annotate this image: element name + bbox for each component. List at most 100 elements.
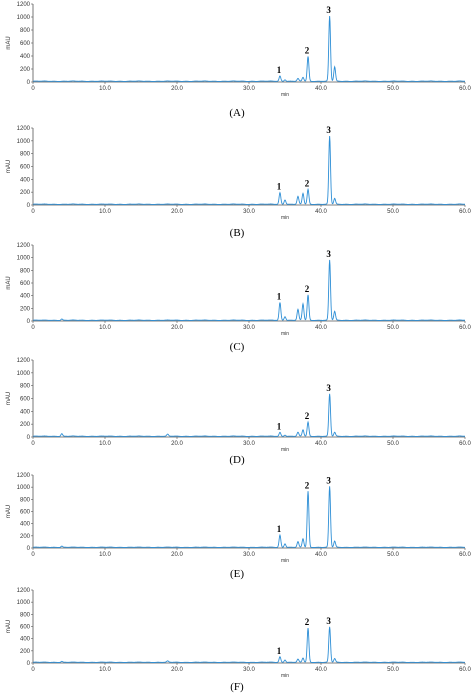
chromatogram-trace (32, 16, 465, 82)
y-tick-label: 0 (27, 203, 31, 209)
x-tick-label: 10.0 (99, 552, 111, 558)
x-tick-label: 30.0 (243, 667, 255, 673)
x-tick-label: 60.0 (459, 441, 471, 447)
chromatogram-panel: 0 200 400 600 800 1000 1200 mAU 0 10.0 20.0 30.0 40.… (6, 125, 471, 239)
y-tick-label: 1200 (17, 358, 31, 364)
x-tick-label: 30.0 (243, 441, 255, 447)
peak-label: 3 (326, 125, 331, 135)
y-tick-label: 800 (20, 612, 31, 618)
y-tick-label: 0 (27, 435, 31, 441)
y-tick-label: 200 (20, 422, 31, 428)
x-tick-label: 20.0 (171, 86, 183, 92)
y-tick-label: 400 (20, 522, 31, 528)
x-tick-label: 30.0 (243, 325, 255, 331)
y-axis-label: mAU (6, 160, 12, 173)
x-tick-label: 50.0 (387, 325, 399, 331)
y-tick-label: 0 (27, 546, 31, 552)
y-tick-label: 0 (27, 661, 31, 667)
y-tick-label: 800 (20, 152, 31, 158)
y-tick-label: 1200 (17, 243, 31, 249)
panel-caption: (C) (230, 341, 245, 353)
peak-label: 1 (277, 524, 282, 534)
peak-label: 1 (277, 646, 282, 656)
y-tick-label: 600 (20, 397, 31, 403)
chromatogram-trace (32, 486, 466, 548)
y-tick-label: 600 (20, 625, 31, 631)
y-tick-label: 800 (20, 384, 31, 390)
x-tick-label: 20.0 (171, 441, 183, 447)
y-tick-label: 400 (20, 54, 31, 60)
x-tick-label: 20.0 (171, 552, 183, 558)
peak-label: 2 (305, 411, 310, 421)
x-tick-label: 60.0 (459, 667, 471, 673)
y-tick-label: 1200 (17, 2, 31, 8)
x-axis-label: min (281, 673, 289, 679)
y-axis-label: mAU (6, 276, 12, 289)
x-tick-label: 60.0 (459, 86, 471, 92)
y-axis-label: mAU (6, 36, 12, 49)
peak-label: 3 (326, 383, 331, 393)
y-tick-label: 200 (20, 190, 31, 196)
x-tick-label: 40.0 (315, 86, 327, 92)
y-tick-label: 200 (20, 306, 31, 312)
y-tick-label: 1200 (17, 473, 31, 479)
x-tick-label: 10.0 (99, 325, 111, 331)
x-tick-label: 20.0 (171, 667, 183, 673)
y-tick-label: 800 (20, 28, 31, 34)
y-tick-label: 1200 (17, 126, 31, 132)
chromatogram-panel: 0 200 400 600 800 1000 1200 mAU 0 10.0 20.0 30.0 40.… (6, 243, 471, 353)
y-tick-label: 600 (20, 41, 31, 47)
x-tick-label: 30.0 (243, 86, 255, 92)
x-tick-label: 40.0 (315, 325, 327, 331)
x-tick-label: 60.0 (459, 552, 471, 558)
y-tick-label: 800 (20, 268, 31, 274)
peak-label: 2 (305, 480, 310, 490)
x-tick-label: 0 (31, 325, 35, 331)
y-tick-label: 1200 (17, 588, 31, 594)
peak-label: 2 (305, 617, 310, 627)
y-tick-label: 800 (20, 497, 31, 503)
chromatogram-panel: 0 200 400 600 800 1000 1200 mAU 0 10.0 20.0 30.0 40.… (6, 2, 471, 119)
chromatogram-panel: 0 200 400 600 800 1000 1200 mAU 0 10.0 20.0 30.0 40.… (6, 473, 471, 580)
peak-label: 3 (326, 249, 331, 259)
peak-label: 2 (305, 178, 310, 188)
x-axis-label: min (281, 558, 289, 564)
x-tick-label: 40.0 (315, 552, 327, 558)
y-tick-label: 1000 (17, 15, 31, 21)
peak-label: 3 (326, 616, 331, 626)
x-tick-label: 10.0 (99, 86, 111, 92)
x-tick-label: 0 (31, 209, 35, 215)
y-tick-label: 0 (27, 80, 31, 86)
y-axis-label: mAU (6, 620, 12, 633)
x-tick-label: 50.0 (387, 667, 399, 673)
chromatogram-panel: 0 200 400 600 800 1000 1200 mAU 0 10.0 20.0 30.0 40.… (6, 588, 471, 693)
peak-label: 2 (305, 284, 310, 294)
peak-label: 1 (277, 182, 282, 192)
peak-label: 1 (277, 292, 282, 302)
y-tick-label: 1000 (17, 485, 31, 491)
y-tick-label: 400 (20, 177, 31, 183)
x-tick-label: 30.0 (243, 552, 255, 558)
chromatogram-trace (32, 393, 465, 437)
chromatogram-trace (32, 626, 466, 663)
x-axis-label: min (281, 215, 289, 221)
y-tick-label: 200 (20, 649, 31, 655)
x-tick-label: 20.0 (171, 209, 183, 215)
x-tick-label: 50.0 (387, 441, 399, 447)
y-tick-label: 1000 (17, 139, 31, 145)
x-tick-label: 0 (31, 667, 35, 673)
y-tick-label: 400 (20, 409, 31, 415)
x-tick-label: 50.0 (387, 552, 399, 558)
x-tick-label: 60.0 (459, 325, 471, 331)
x-tick-label: 40.0 (315, 209, 327, 215)
x-tick-label: 50.0 (387, 209, 399, 215)
panel-caption: (F) (230, 681, 244, 693)
x-tick-label: 10.0 (99, 209, 111, 215)
chromatogram-panel: 0 200 400 600 800 1000 1200 mAU 0 10.0 20.0 30.0 40.… (6, 358, 471, 466)
y-axis-label: mAU (6, 392, 12, 405)
x-tick-label: 0 (31, 441, 35, 447)
x-tick-label: 0 (31, 86, 35, 92)
y-tick-label: 200 (20, 534, 31, 540)
y-tick-label: 600 (20, 165, 31, 171)
